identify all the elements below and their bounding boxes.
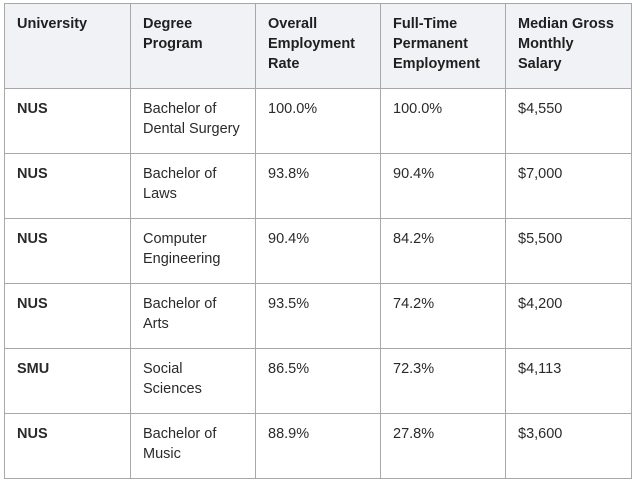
cell-degree-program: Bachelor of Laws bbox=[130, 153, 256, 219]
cell-overall-employment-rate: 88.9% bbox=[255, 413, 381, 479]
table-row: NUS Bachelor of Dental Surgery 100.0% 10… bbox=[4, 88, 632, 154]
header-median-gross-monthly-salary: Median Gross Monthly Salary bbox=[505, 3, 632, 89]
cell-overall-employment-rate: 86.5% bbox=[255, 348, 381, 414]
cell-degree-program: Bachelor of Dental Surgery bbox=[130, 88, 256, 154]
header-full-time-permanent-employment: Full-Time Permanent Employment bbox=[380, 3, 506, 89]
cell-full-time-permanent-employment: 72.3% bbox=[380, 348, 506, 414]
cell-median-gross-monthly-salary: $3,600 bbox=[505, 413, 632, 479]
cell-median-gross-monthly-salary: $7,000 bbox=[505, 153, 632, 219]
cell-university: NUS bbox=[4, 218, 131, 284]
header-university: University bbox=[4, 3, 131, 89]
cell-median-gross-monthly-salary: $4,113 bbox=[505, 348, 632, 414]
cell-overall-employment-rate: 93.8% bbox=[255, 153, 381, 219]
cell-full-time-permanent-employment: 27.8% bbox=[380, 413, 506, 479]
header-overall-employment-rate: Overall Employment Rate bbox=[255, 3, 381, 89]
cell-university: NUS bbox=[4, 88, 131, 154]
cell-median-gross-monthly-salary: $4,550 bbox=[505, 88, 632, 154]
header-degree-program: Degree Program bbox=[130, 3, 256, 89]
cell-median-gross-monthly-salary: $5,500 bbox=[505, 218, 632, 284]
cell-full-time-permanent-employment: 74.2% bbox=[380, 283, 506, 349]
cell-median-gross-monthly-salary: $4,200 bbox=[505, 283, 632, 349]
cell-degree-program: Bachelor of Arts bbox=[130, 283, 256, 349]
cell-university: NUS bbox=[4, 153, 131, 219]
table-header-row: University Degree Program Overall Employ… bbox=[4, 3, 632, 89]
cell-overall-employment-rate: 100.0% bbox=[255, 88, 381, 154]
cell-university: NUS bbox=[4, 283, 131, 349]
cell-degree-program: Computer Engineering bbox=[130, 218, 256, 284]
employment-table: University Degree Program Overall Employ… bbox=[4, 3, 632, 479]
cell-full-time-permanent-employment: 84.2% bbox=[380, 218, 506, 284]
cell-degree-program: Social Sciences bbox=[130, 348, 256, 414]
cell-full-time-permanent-employment: 90.4% bbox=[380, 153, 506, 219]
cell-full-time-permanent-employment: 100.0% bbox=[380, 88, 506, 154]
table-row: NUS Computer Engineering 90.4% 84.2% $5,… bbox=[4, 218, 632, 284]
cell-degree-program: Bachelor of Music bbox=[130, 413, 256, 479]
table-row: NUS Bachelor of Arts 93.5% 74.2% $4,200 bbox=[4, 283, 632, 349]
table-row: SMU Social Sciences 86.5% 72.3% $4,113 bbox=[4, 348, 632, 414]
table-row: NUS Bachelor of Music 88.9% 27.8% $3,600 bbox=[4, 413, 632, 479]
cell-overall-employment-rate: 93.5% bbox=[255, 283, 381, 349]
cell-university: NUS bbox=[4, 413, 131, 479]
table-row: NUS Bachelor of Laws 93.8% 90.4% $7,000 bbox=[4, 153, 632, 219]
cell-overall-employment-rate: 90.4% bbox=[255, 218, 381, 284]
cell-university: SMU bbox=[4, 348, 131, 414]
